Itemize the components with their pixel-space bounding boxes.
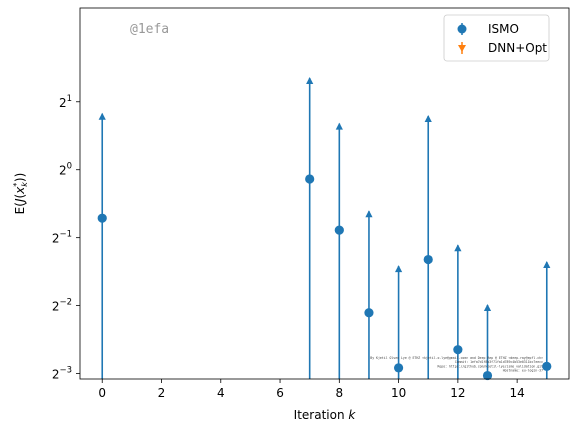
data-point — [482, 370, 493, 381]
legend-marker-ismo — [457, 23, 467, 35]
x-tick-label: 4 — [217, 386, 225, 400]
y-axis-label: E(J(x*k)) — [12, 173, 29, 215]
errorbar-cap — [306, 76, 314, 84]
data-point — [305, 174, 315, 184]
y-ticks: 2−3 2−2 2−1 20 21 — [52, 94, 80, 382]
legend-box — [443, 14, 550, 62]
data-point — [453, 345, 463, 355]
errorbar-cap — [335, 122, 343, 130]
y-tick-label: 2−3 — [52, 366, 72, 382]
y-tick-label: 2−2 — [52, 298, 72, 314]
credit-text: By Kjetil Olsen Lye @ ETHZ <kjetil.o.lye… — [370, 356, 543, 373]
y-tick-label: 2−1 — [52, 230, 72, 246]
errorbar-cap — [365, 210, 373, 218]
x-axis-label: Iteration k — [294, 408, 357, 422]
x-tick-label: 12 — [450, 386, 465, 400]
credit-line: Hostname: eu-login-37 — [503, 369, 543, 373]
legend-marker-dnn-opt — [458, 42, 466, 54]
data-point — [423, 254, 433, 265]
y-tick-label: 20 — [59, 162, 72, 178]
x-tick-label: 8 — [335, 386, 343, 400]
y-tick-label: 21 — [59, 94, 72, 110]
data-point — [334, 225, 344, 235]
data-point — [97, 213, 107, 223]
errorbar-cap — [98, 112, 106, 120]
axes-frame — [79, 7, 570, 380]
legend-label-ismo: ISMO — [488, 22, 519, 36]
credit-line: By Kjetil Olsen Lye @ ETHZ <kjetil.o.lye… — [370, 356, 543, 360]
watermark: @1efa — [130, 22, 169, 37]
errorbar-cap — [483, 304, 492, 312]
data-point — [393, 363, 404, 373]
x-tick-label: 6 — [276, 386, 284, 400]
errorbar-cap — [424, 114, 432, 122]
credit-line: Commit: 1efa7d1f8b3f71fa1d789c4b53e0311b… — [455, 360, 543, 364]
errorbar-cap — [394, 265, 403, 273]
errorbar-cap — [454, 244, 462, 252]
x-tick-label: 0 — [98, 386, 106, 400]
x-tick-label: 14 — [509, 386, 524, 400]
x-ticks: 0 2 4 6 8 10 12 14 — [98, 379, 525, 400]
x-tick-label: 10 — [391, 386, 406, 400]
x-tick-label: 2 — [158, 386, 166, 400]
errorbar-layer — [98, 76, 551, 379]
legend: ISMO DNN+Opt — [443, 14, 550, 62]
errorbar-cap — [543, 261, 551, 269]
legend-label-dnn-opt: DNN+Opt — [488, 41, 547, 55]
plot-area — [97, 76, 552, 381]
credit-line: Repo: https://github.com/kjetil-lye/ismo… — [437, 364, 543, 368]
point-layer — [97, 174, 552, 381]
data-point — [364, 308, 374, 318]
data-point — [542, 361, 552, 371]
